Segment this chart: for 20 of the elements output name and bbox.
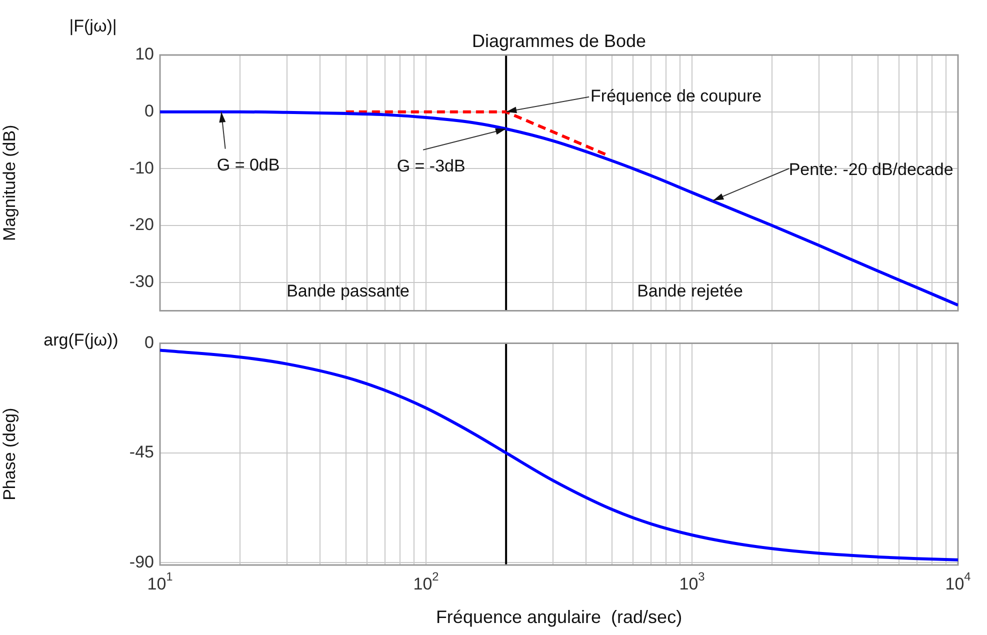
annotation: Bande rejetée xyxy=(637,282,743,301)
y-tick-label: -20 xyxy=(129,215,154,234)
y-tick-label: 10 xyxy=(135,44,154,64)
annotation: G = -3dB xyxy=(396,156,466,176)
y-tick-label: -10 xyxy=(129,158,154,178)
x-axis-title: Fréquence angulaire (rad/sec) xyxy=(436,607,682,628)
text: arg(F(jω)) xyxy=(44,330,118,350)
y-tick-label: -90 xyxy=(129,552,154,572)
chart-title: Diagrammes de Bode xyxy=(472,30,646,51)
y-axis-title: Phase (deg) xyxy=(0,408,19,500)
y-tick-label: -45 xyxy=(129,442,154,462)
text: |F(jω)| xyxy=(69,16,117,36)
annotation: G = 0dB xyxy=(216,156,280,175)
annotation: Pente: -20 dB/decade xyxy=(788,160,954,180)
y-axis-title: Magnitude (dB) xyxy=(0,124,19,242)
y-tick-label: -30 xyxy=(129,272,154,292)
annotation: Bande passante xyxy=(286,282,410,301)
annotation: Fréquence de coupure xyxy=(590,86,762,106)
y-tick-label: 0 xyxy=(144,332,154,352)
y-tick-label: 0 xyxy=(144,102,154,121)
